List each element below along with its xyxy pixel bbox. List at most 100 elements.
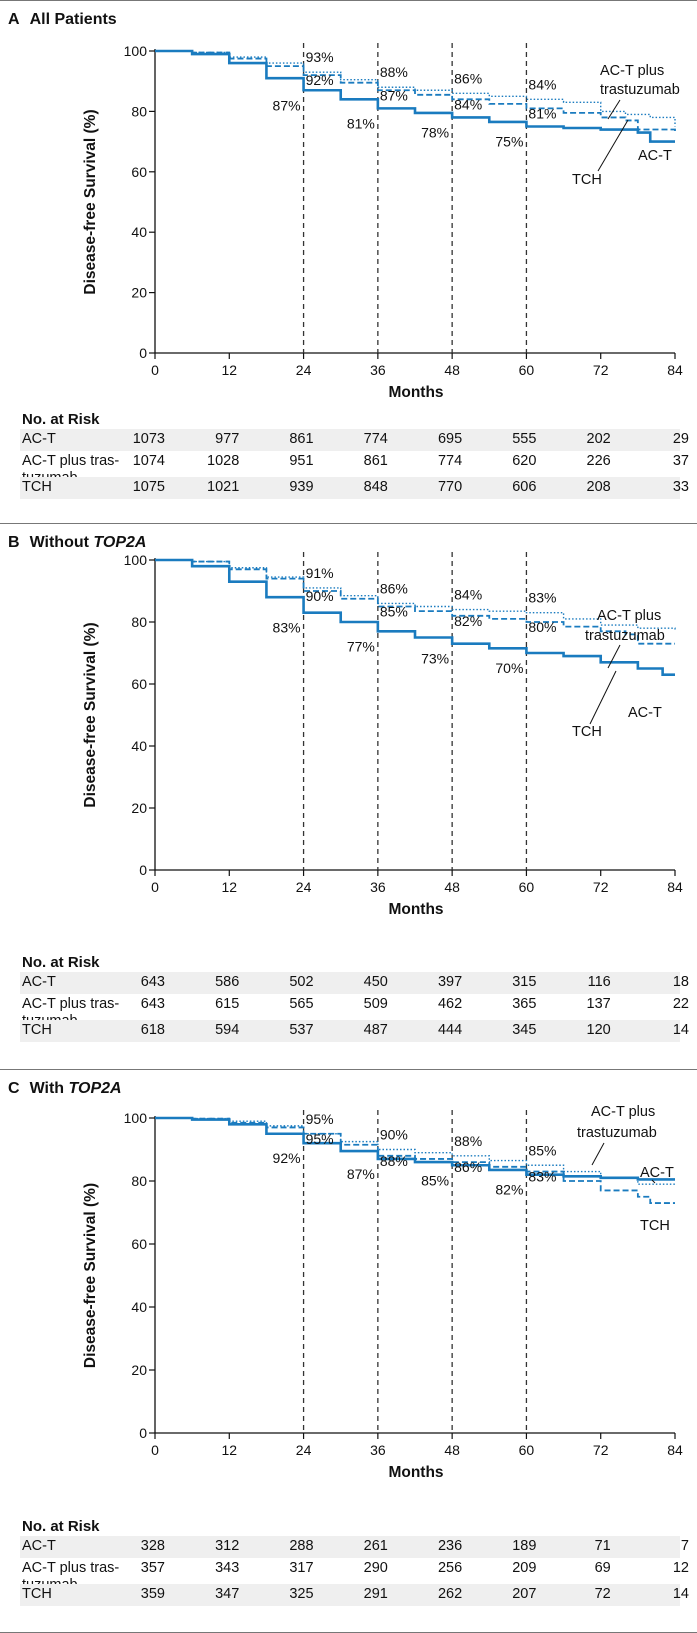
percent-annotation: 91%	[306, 565, 334, 581]
risk-count: 565	[289, 996, 314, 1012]
percent-annotation: 88%	[454, 1133, 482, 1149]
risk-count: 256	[437, 1560, 463, 1576]
x-tick-label: 72	[593, 362, 609, 378]
risk-count: 345	[512, 1022, 537, 1038]
y-tick-label: 40	[131, 738, 147, 754]
percent-annotation: 90%	[306, 588, 334, 604]
risk-count: 848	[363, 479, 388, 495]
curve-label: trastuzumab	[600, 82, 680, 98]
percent-annotation: 93%	[306, 49, 334, 65]
risk-count: 620	[512, 453, 537, 469]
panel-title-text: With	[29, 1080, 69, 1097]
risk-count: 357	[140, 1560, 165, 1576]
y-tick-label: 80	[131, 614, 147, 630]
risk-count: 288	[289, 1538, 314, 1554]
curve-tch	[155, 1117, 675, 1204]
risk-count: 509	[363, 996, 388, 1012]
leader-line	[591, 1142, 605, 1166]
percent-annotation: 77%	[347, 638, 375, 654]
risk-count: 643	[140, 974, 165, 990]
risk-row: AC-T 643 586 502 450 397 315 116 18	[20, 972, 689, 994]
risk-count: 262	[437, 1586, 463, 1602]
risk-count: 312	[215, 1538, 240, 1554]
percent-annotation: 75%	[495, 134, 523, 150]
risk-count: 939	[289, 479, 314, 495]
curve-label: TCH	[640, 1218, 670, 1234]
x-tick-label: 36	[370, 362, 386, 378]
risk-count: 861	[363, 453, 388, 469]
risk-row: AC-T plus tras- tuzumab64361556550946236…	[20, 994, 689, 1029]
percent-annotation: 88%	[380, 1153, 408, 1169]
risk-count: 502	[289, 974, 314, 990]
risk-count: 18	[672, 974, 689, 990]
curve-label: AC-T plus	[597, 608, 661, 624]
risk-count: 22	[672, 996, 689, 1012]
curve-label: AC-T plus	[591, 1104, 655, 1120]
y-tick-label: 0	[139, 1425, 147, 1441]
risk-row-label: AC-T	[22, 431, 56, 447]
panel-title-text: All Patients	[29, 11, 117, 28]
leader-line	[607, 99, 621, 120]
risk-count: 770	[437, 479, 463, 495]
curve-label: AC-T	[628, 705, 662, 721]
panel-title-gene: TOP2A	[68, 1080, 122, 1097]
risk-count: 487	[363, 1022, 388, 1038]
risk-count: 116	[587, 974, 611, 990]
x-tick-label: 24	[296, 362, 312, 378]
risk-count: 137	[586, 996, 611, 1012]
survival-chart: 0 20 40 60 80 100 0 12 24 36 48 60 72 84 Months Disease…	[82, 1104, 683, 1481]
risk-count: 7	[680, 1538, 689, 1554]
risk-count: 359	[140, 1586, 165, 1602]
x-tick-label: 36	[370, 1442, 386, 1458]
y-tick-label: 40	[131, 1299, 147, 1315]
y-axis-label: Disease-free Survival (%)	[82, 622, 99, 807]
x-axis-label: Months	[388, 1464, 443, 1481]
risk-count: 207	[512, 1586, 537, 1602]
percent-annotation: 86%	[380, 580, 408, 596]
panel-letter: C	[8, 1080, 20, 1097]
x-tick-label: 84	[667, 362, 683, 378]
percent-annotation: 95%	[306, 1131, 334, 1147]
percent-annotation: 92%	[273, 1150, 301, 1166]
risk-count: 202	[586, 431, 611, 447]
risk-row: TCH 359 347 325 291 262 207 72 14	[20, 1584, 689, 1606]
risk-count: 1075	[132, 479, 165, 495]
curve-ac-t	[155, 558, 675, 676]
y-axis-label: Disease-free Survival (%)	[82, 1183, 99, 1368]
risk-count: 69	[594, 1560, 611, 1576]
percent-annotation: 85%	[421, 1172, 449, 1188]
percent-annotation: 82%	[454, 613, 482, 629]
x-tick-label: 48	[444, 879, 460, 895]
risk-count: 1074	[132, 453, 165, 469]
curve-ac-t	[155, 1116, 675, 1181]
y-tick-label: 20	[131, 285, 147, 301]
y-tick-label: 60	[131, 1236, 147, 1252]
percent-annotation: 87%	[347, 1166, 375, 1182]
curve-label: trastuzumab	[585, 628, 665, 644]
risk-table-title: No. at Risk	[22, 411, 100, 428]
risk-count: 618	[140, 1022, 165, 1038]
percent-annotation: 86%	[454, 1159, 482, 1175]
risk-count: 1021	[207, 479, 240, 495]
curve-label: AC-T plus	[600, 63, 664, 79]
y-tick-label: 20	[131, 800, 147, 816]
risk-count: 365	[512, 996, 537, 1012]
risk-count: 209	[512, 1560, 537, 1576]
risk-row: AC-T 1073 977 861 774 695 555 202 29	[20, 429, 689, 451]
curve-label: AC-T	[640, 1165, 674, 1181]
risk-count: 29	[672, 431, 689, 447]
risk-count: 951	[289, 453, 314, 469]
risk-row: AC-T 328 312 288 261 236 189 71 7	[20, 1536, 689, 1558]
x-tick-label: 24	[296, 1442, 312, 1458]
y-tick-label: 100	[124, 43, 148, 59]
risk-count: 444	[437, 1022, 463, 1038]
risk-count: 189	[512, 1538, 537, 1554]
x-tick-label: 0	[151, 879, 159, 895]
percent-annotation: 87%	[273, 97, 301, 113]
curve-ac-t	[155, 49, 675, 143]
risk-count: 71	[594, 1538, 611, 1554]
x-tick-label: 24	[296, 879, 312, 895]
percent-annotation: 85%	[528, 1142, 556, 1158]
x-axis-label: Months	[388, 384, 443, 401]
x-tick-label: 72	[593, 879, 609, 895]
